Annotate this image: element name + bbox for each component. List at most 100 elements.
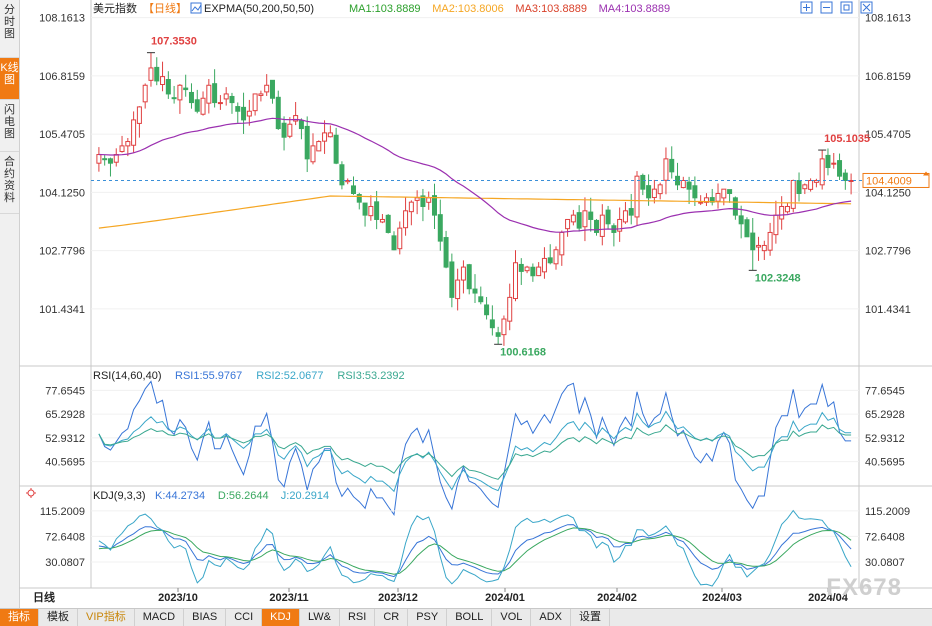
kdj-y-tick-left: 115.2009 (40, 506, 85, 518)
indicator-tab-vol-12[interactable]: VOL (492, 609, 532, 626)
rsi-y-tick-left: 52.9312 (45, 433, 85, 445)
left-tab-0[interactable]: 分时图 (0, 0, 19, 58)
candle-body (680, 180, 686, 189)
indicator-tab-lw-7[interactable]: LW& (300, 609, 340, 626)
candle-body (565, 218, 571, 230)
rsi-y-tick-right: 52.9312 (865, 433, 905, 445)
extreme-label: 100.6168 (500, 346, 546, 358)
fullscreen-inner (843, 4, 850, 11)
candle-body (339, 164, 345, 186)
kdj-legend-k: K:44.2734 (155, 490, 205, 502)
indicator-tab-rsi-8[interactable]: RSI (340, 609, 376, 626)
kdj-y-tick-left: 72.6408 (45, 531, 85, 543)
indicator-line-icon (191, 4, 202, 12)
candle-body (408, 201, 414, 213)
candle-body (837, 160, 843, 177)
x-tick-label: 2023/10 (158, 592, 198, 604)
x-tick-label: 2024/03 (702, 592, 742, 604)
indicator-tab-psy-10[interactable]: PSY (408, 609, 448, 626)
indicator-tab-cr-9[interactable]: CR (375, 609, 409, 626)
candle-body (790, 180, 796, 209)
candle-body (142, 84, 148, 103)
ma-legend-ma2: MA2:103.8006 (432, 3, 504, 15)
candle-body (160, 76, 166, 86)
candle-body (431, 195, 437, 216)
candle-body (362, 202, 368, 216)
candle-body (183, 87, 189, 91)
candle-body (547, 257, 553, 264)
candle-body (530, 266, 536, 277)
rsi-legend-rsi3: RSI3:53.2392 (337, 370, 404, 382)
indicator-tab-vip-2[interactable]: VIP指标 (78, 609, 135, 626)
candle-body (715, 192, 721, 202)
candle-body (350, 185, 356, 194)
candle-body (391, 235, 397, 251)
extreme-label: 107.3530 (151, 36, 197, 48)
candle-body (588, 211, 594, 220)
candle-body (570, 214, 576, 223)
chart-area[interactable]: 108.1613 108.1613 106.8159 106.8159 105.4705… (19, 0, 932, 608)
candle-body (594, 219, 600, 233)
candle-body (136, 106, 142, 124)
left-tab-3[interactable]: 合约资料 (0, 152, 19, 214)
candle-body (779, 205, 785, 220)
candle-body (750, 232, 756, 251)
ma-legend-ma3: MA3:103.8889 (515, 3, 587, 15)
candle-body (241, 106, 247, 121)
main-y-tick-left: 108.1613 (39, 13, 85, 25)
indicator-tab--0[interactable]: 指标 (0, 609, 39, 626)
candle-body (582, 210, 588, 228)
candle-body (455, 279, 461, 300)
period-label[interactable]: 日线 (33, 590, 55, 604)
candle-body (559, 231, 565, 256)
candle-body (194, 99, 200, 112)
candle-body (345, 180, 351, 183)
kdj-legend-j: J:20.2914 (281, 490, 329, 502)
candle-body (663, 158, 669, 181)
candle-body (258, 93, 264, 96)
main-y-tick-left: 104.1250 (39, 187, 85, 199)
indicator-tab--14[interactable]: 设置 (571, 609, 610, 626)
candle-body (264, 84, 270, 93)
candle-body (165, 79, 171, 95)
indicator-tab-cci-5[interactable]: CCI (226, 609, 263, 626)
candle-body (784, 205, 790, 213)
candle-body (761, 244, 767, 252)
x-tick-label: 2023/12 (378, 592, 418, 604)
candle-body (524, 266, 530, 272)
last-price-tag-box (862, 172, 930, 188)
indicator-tab-kdj-6[interactable]: KDJ (262, 609, 300, 626)
kdj-line-j (98, 509, 852, 587)
candle-body (200, 97, 206, 115)
x-tick-label: 2024/02 (597, 592, 637, 604)
rsi-line-rsi2 (98, 410, 852, 493)
candle-body (177, 84, 183, 101)
candle-body (460, 266, 466, 281)
candle-body (322, 132, 328, 142)
indicator-tab-macd-3[interactable]: MACD (135, 609, 185, 626)
last-price-tag: 104.4009 (866, 175, 912, 187)
ma-legend-ma1: MA1:103.8889 (349, 3, 421, 15)
left-tab-1[interactable]: K线图 (0, 58, 19, 100)
candle-body (385, 214, 391, 233)
kdj-y-tick-right: 115.2009 (865, 506, 910, 518)
candle-body (269, 79, 275, 99)
indicator-settings-icon (190, 2, 202, 14)
candle-body (628, 208, 634, 216)
candle-body (808, 180, 814, 190)
candle-body (252, 93, 258, 112)
candles-group (96, 52, 854, 346)
candle-body (212, 83, 218, 104)
period-tag: 【日线】 (143, 1, 187, 15)
indicator-tab-adx-13[interactable]: ADX (531, 609, 571, 626)
candle-body (403, 210, 409, 229)
candle-body (646, 185, 652, 199)
indicator-tab-bias-4[interactable]: BIAS (184, 609, 227, 626)
candle-body (605, 209, 611, 225)
candle-body (553, 249, 559, 265)
indicator-tab--1[interactable]: 模板 (39, 609, 78, 626)
candle-body (229, 95, 235, 104)
candle-body (541, 257, 547, 273)
left-tab-2[interactable]: 闪电图 (0, 100, 19, 152)
indicator-tab-boll-11[interactable]: BOLL (447, 609, 493, 626)
